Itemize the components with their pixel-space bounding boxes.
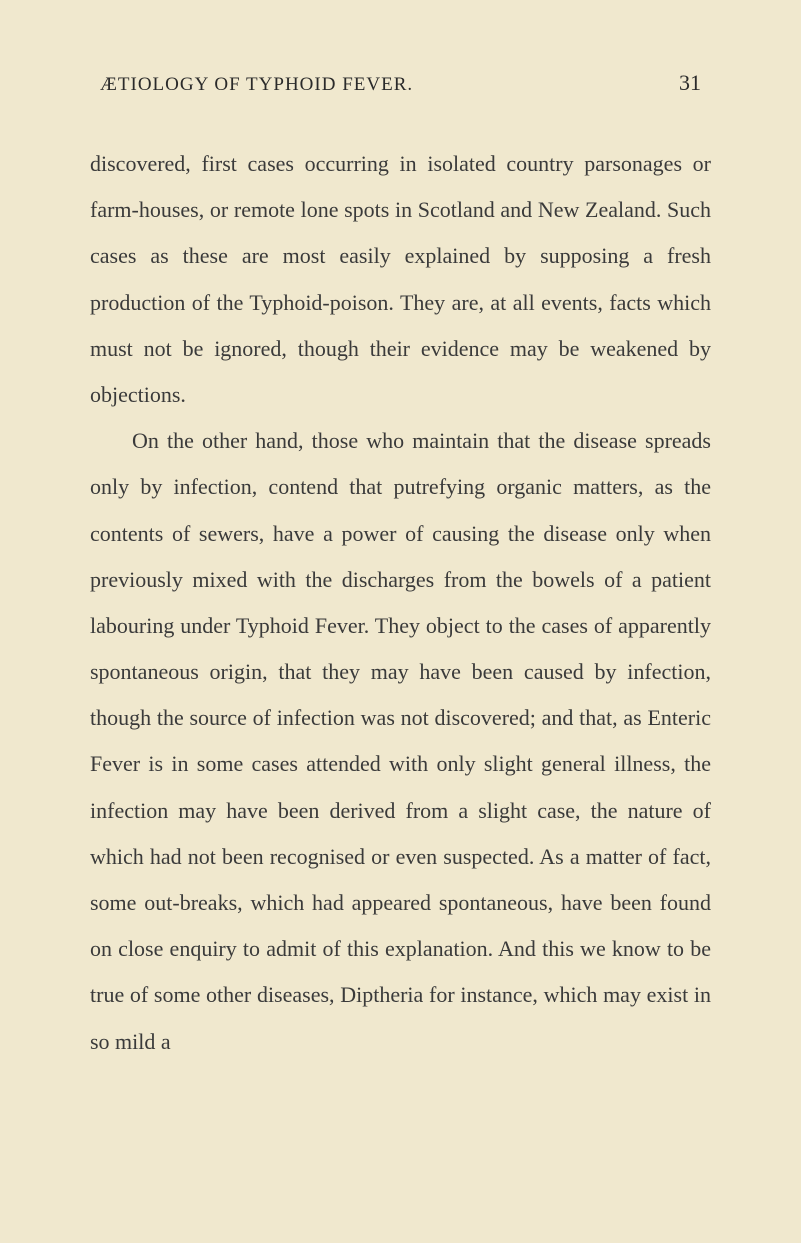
page-header: ÆTIOLOGY OF TYPHOID FEVER. 31 [90,70,711,96]
paragraph-2: On the other hand, those who maintain th… [90,418,711,1065]
paragraph-1: discovered, first cases occurring in iso… [90,141,711,418]
header-title: ÆTIOLOGY OF TYPHOID FEVER. [100,74,413,96]
body-text-container: discovered, first cases occurring in iso… [90,141,711,1065]
page-number: 31 [679,70,701,96]
